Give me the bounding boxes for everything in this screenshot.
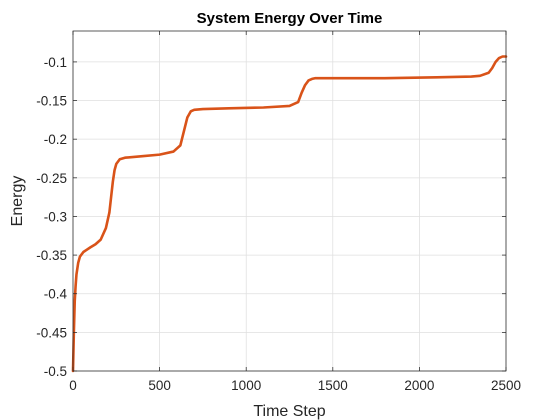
x-tick-label: 0 xyxy=(69,378,77,393)
y-tick-label: -0.45 xyxy=(36,325,67,340)
series-layer xyxy=(71,55,508,373)
x-tick-label: 2500 xyxy=(491,378,521,393)
y-axis-label: Energy xyxy=(9,176,26,227)
chart-title: System Energy Over Time xyxy=(197,10,383,27)
grid-lines xyxy=(72,31,507,372)
y-tick-label: -0.3 xyxy=(44,209,67,224)
axis-ticks: 0 500 1000 1500 2000 2500 -0.5 -0.45 -0.4 -0.35 -0… xyxy=(36,31,521,393)
plot-area xyxy=(73,31,506,371)
x-axis-label: Time Step xyxy=(253,403,325,420)
y-tick-label: -0.5 xyxy=(44,364,67,379)
y-tick-label: -0.2 xyxy=(44,132,67,147)
x-tick-label: 2000 xyxy=(404,378,434,393)
y-tick-label: -0.1 xyxy=(44,55,67,70)
y-tick-label: -0.15 xyxy=(36,94,67,109)
x-tick-label: 1500 xyxy=(318,378,348,393)
x-tick-label: 500 xyxy=(148,378,171,393)
energy-series-line xyxy=(71,55,508,373)
y-tick-label: -0.25 xyxy=(36,171,67,186)
y-tick-label: -0.4 xyxy=(44,287,68,302)
x-tick-label: 1000 xyxy=(231,378,261,393)
axes-frame xyxy=(72,30,507,372)
y-tick-label: -0.35 xyxy=(36,248,67,263)
